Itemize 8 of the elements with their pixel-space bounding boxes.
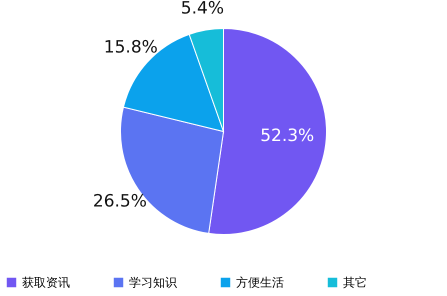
legend-label: 方便生活 bbox=[236, 276, 284, 290]
legend-label: 其它 bbox=[343, 276, 367, 290]
data-label: 5.4% bbox=[180, 0, 224, 18]
data-label: 26.5% bbox=[92, 191, 147, 212]
legend-label: 获取资讯 bbox=[22, 276, 70, 290]
legend-label: 学习知识 bbox=[129, 276, 177, 290]
data-label: 15.8% bbox=[104, 38, 158, 58]
data-label: 52.3% bbox=[260, 126, 314, 146]
